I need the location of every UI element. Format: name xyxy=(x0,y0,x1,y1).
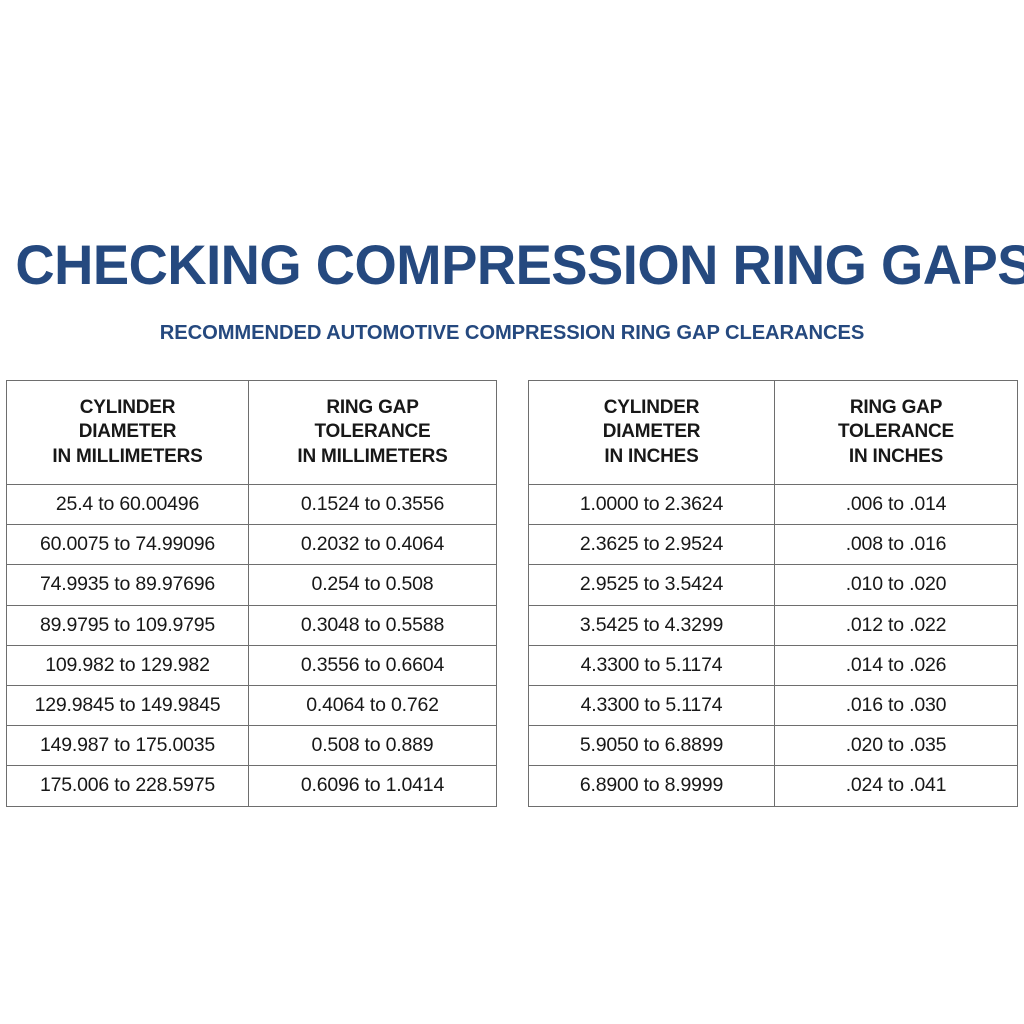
imperial-ring-gap-table: CYLINDER DIAMETER IN INCHES RING GAP TOL… xyxy=(528,380,1018,807)
header-line: CYLINDER xyxy=(79,396,176,418)
table-row: 175.006 to 228.5975 0.6096 to 1.0414 xyxy=(6,765,497,807)
cell-cylinder-diameter: 109.982 to 129.982 xyxy=(6,644,249,687)
cell-cylinder-diameter: 3.5425 to 4.3299 xyxy=(528,604,775,646)
imperial-table-body: 1.0000 to 2.3624 .006 to .014 2.3625 to … xyxy=(528,483,1018,807)
table-row: 109.982 to 129.982 0.3556 to 0.6604 xyxy=(6,644,497,687)
table-row: 3.5425 to 4.3299 .012 to .022 xyxy=(528,604,1018,646)
cell-ring-gap-tolerance: 0.3556 to 0.6604 xyxy=(248,644,497,687)
table-row: 1.0000 to 2.3624 .006 to .014 xyxy=(528,483,1018,526)
header-line: TOLERANCE xyxy=(314,421,431,443)
cell-ring-gap-tolerance: 0.4064 to 0.762 xyxy=(248,685,497,727)
cell-ring-gap-tolerance: .008 to .016 xyxy=(774,524,1018,566)
cell-ring-gap-tolerance: .016 to .030 xyxy=(774,685,1018,727)
column-header-ring-gap-tolerance-mm: RING GAP TOLERANCE IN MILLIMETERS xyxy=(248,380,497,485)
cell-ring-gap-tolerance: 0.508 to 0.889 xyxy=(248,725,497,767)
header-line: TOLERANCE xyxy=(837,421,955,443)
header-line: IN MILLIMETERS xyxy=(52,445,203,467)
header-line: DIAMETER xyxy=(78,421,177,443)
cell-cylinder-diameter: 2.9525 to 3.5424 xyxy=(528,564,775,606)
table-row: 25.4 to 60.00496 0.1524 to 0.3556 xyxy=(6,483,497,526)
cell-cylinder-diameter: 60.0075 to 74.99096 xyxy=(6,524,249,566)
header-line: IN MILLIMETERS xyxy=(297,445,448,467)
table-row: 74.9935 to 89.97696 0.254 to 0.508 xyxy=(6,564,497,606)
cell-ring-gap-tolerance: .006 to .014 xyxy=(774,483,1018,526)
cell-cylinder-diameter: 25.4 to 60.00496 xyxy=(6,483,249,526)
table-row: 4.3300 to 5.1174 .016 to .030 xyxy=(528,685,1018,727)
page-title: CHECKING COMPRESSION RING GAPS xyxy=(15,232,1024,296)
cell-ring-gap-tolerance: 0.254 to 0.508 xyxy=(248,564,497,606)
column-header-ring-gap-tolerance-in: RING GAP TOLERANCE IN INCHES xyxy=(774,380,1018,485)
page-subtitle: RECOMMENDED AUTOMOTIVE COMPRESSION RING … xyxy=(159,321,865,344)
metric-ring-gap-table: CYLINDER DIAMETER IN MILLIMETERS RING GA… xyxy=(6,380,497,807)
cell-cylinder-diameter: 74.9935 to 89.97696 xyxy=(6,564,249,606)
cell-ring-gap-tolerance: .012 to .022 xyxy=(774,604,1018,646)
cell-cylinder-diameter: 4.3300 to 5.1174 xyxy=(528,644,775,687)
cell-cylinder-diameter: 149.987 to 175.0035 xyxy=(6,725,249,767)
cell-cylinder-diameter: 175.006 to 228.5975 xyxy=(6,765,249,807)
cell-ring-gap-tolerance: .024 to .041 xyxy=(774,765,1018,807)
table-header-row: CYLINDER DIAMETER IN INCHES RING GAP TOL… xyxy=(528,380,1018,485)
table-row: 4.3300 to 5.1174 .014 to .026 xyxy=(528,644,1018,687)
imperial-table-header: CYLINDER DIAMETER IN INCHES RING GAP TOL… xyxy=(528,380,1018,485)
cell-cylinder-diameter: 5.9050 to 6.8899 xyxy=(528,725,775,767)
header-line: IN INCHES xyxy=(848,445,944,467)
cell-cylinder-diameter: 89.9795 to 109.9795 xyxy=(6,604,249,646)
cell-ring-gap-tolerance: 0.2032 to 0.4064 xyxy=(248,524,497,566)
cell-cylinder-diameter: 6.8900 to 8.9999 xyxy=(528,765,775,807)
header-line: CYLINDER xyxy=(603,396,700,418)
header-line: RING GAP xyxy=(326,396,419,418)
table-row: 89.9795 to 109.9795 0.3048 to 0.5588 xyxy=(6,604,497,646)
table-row: 60.0075 to 74.99096 0.2032 to 0.4064 xyxy=(6,524,497,566)
cell-cylinder-diameter: 129.9845 to 149.9845 xyxy=(6,685,249,727)
table-row: 6.8900 to 8.9999 .024 to .041 xyxy=(528,765,1018,807)
cell-cylinder-diameter: 1.0000 to 2.3624 xyxy=(528,483,775,526)
cell-ring-gap-tolerance: 0.6096 to 1.0414 xyxy=(248,765,497,807)
cell-ring-gap-tolerance: .010 to .020 xyxy=(774,564,1018,606)
cell-ring-gap-tolerance: 0.1524 to 0.3556 xyxy=(248,483,497,526)
table-row: 149.987 to 175.0035 0.508 to 0.889 xyxy=(6,725,497,767)
column-header-cylinder-diameter-in: CYLINDER DIAMETER IN INCHES xyxy=(528,380,775,485)
cell-ring-gap-tolerance: 0.3048 to 0.5588 xyxy=(248,604,497,646)
metric-table-header: CYLINDER DIAMETER IN MILLIMETERS RING GA… xyxy=(6,380,497,485)
cell-ring-gap-tolerance: .020 to .035 xyxy=(774,725,1018,767)
header-line: IN INCHES xyxy=(604,445,699,467)
metric-table-body: 25.4 to 60.00496 0.1524 to 0.3556 60.007… xyxy=(6,483,497,807)
table-row: 2.9525 to 3.5424 .010 to .020 xyxy=(528,564,1018,606)
table-row: 2.3625 to 2.9524 .008 to .016 xyxy=(528,524,1018,566)
cell-ring-gap-tolerance: .014 to .026 xyxy=(774,644,1018,687)
table-header-row: CYLINDER DIAMETER IN MILLIMETERS RING GA… xyxy=(6,380,497,485)
table-row: 5.9050 to 6.8899 .020 to .035 xyxy=(528,725,1018,767)
header-line: DIAMETER xyxy=(602,421,701,443)
cell-cylinder-diameter: 2.3625 to 2.9524 xyxy=(528,524,775,566)
column-header-cylinder-diameter-mm: CYLINDER DIAMETER IN MILLIMETERS xyxy=(6,380,249,485)
cell-cylinder-diameter: 4.3300 to 5.1174 xyxy=(528,685,775,727)
table-row: 129.9845 to 149.9845 0.4064 to 0.762 xyxy=(6,685,497,727)
header-line: RING GAP xyxy=(849,396,943,418)
